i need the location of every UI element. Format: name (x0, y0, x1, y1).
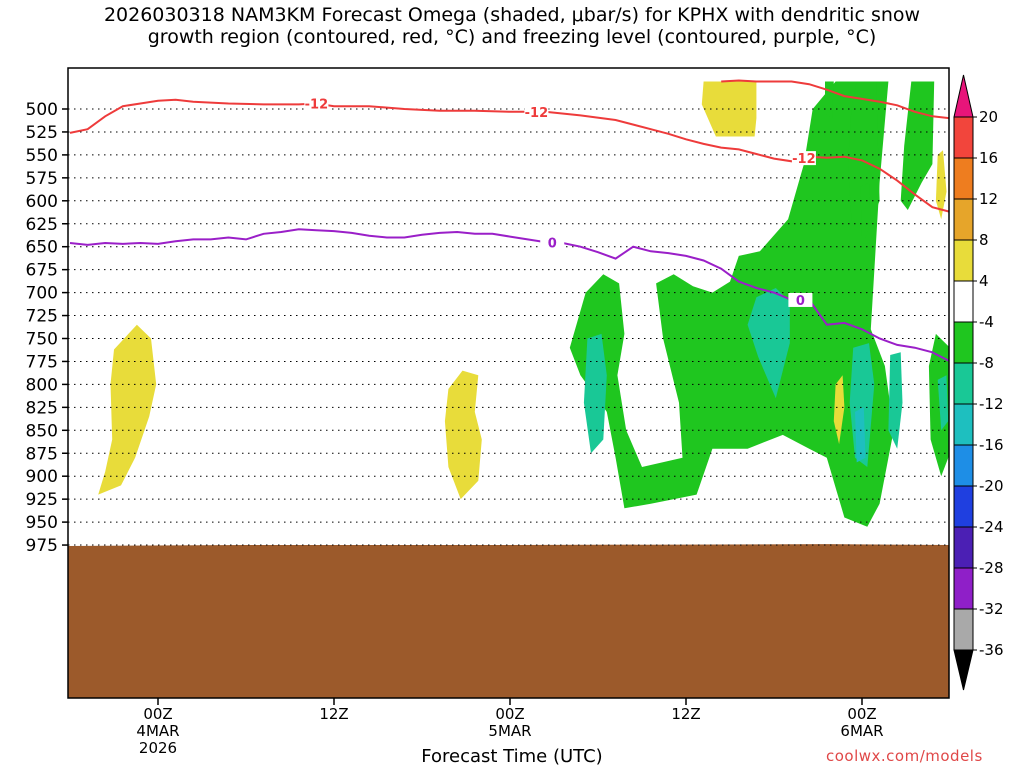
y-tick-label-875: 875 (26, 444, 58, 464)
y-tick-label-800: 800 (26, 375, 58, 395)
x-axis-label: Forecast Time (UTC) (421, 746, 603, 767)
dgz-contour-label-0-bg (304, 96, 329, 111)
colorbar-swatch-7 (953, 403, 974, 446)
colorbar-label-13: -36 (979, 641, 1004, 659)
x-tick-label-2-0: 00Z (495, 705, 524, 723)
colorbar-swatch-10 (953, 526, 974, 569)
dgz-contour-line (69, 98, 949, 213)
credit-link[interactable]: coolwx.com/models (826, 747, 983, 765)
x-tick-label-0-1: 4MAR (136, 722, 179, 740)
omega-region-very-strong-ascent (855, 407, 866, 463)
y-tick-label-925: 925 (26, 490, 58, 510)
dgz-contour-upper-line (721, 79, 949, 120)
omega-region-ascent-column-b (847, 81, 880, 238)
y-tick-label-750: 750 (26, 330, 58, 350)
plot-border (67, 67, 950, 699)
x-tick-label-4-1: 6MAR (840, 722, 883, 740)
dgz-contour-label-1-bg (524, 104, 549, 119)
freezing-level-label-0-bg (540, 235, 565, 250)
omega-region-ascent-column-c (900, 81, 935, 210)
y-tick-label-775: 775 (26, 352, 58, 372)
x-tick-label-0-2: 2026 (139, 739, 177, 757)
colorbar-label-6: -8 (979, 354, 994, 372)
y-tick-label-550: 550 (26, 146, 58, 166)
colorbar-label-11: -28 (979, 559, 1004, 577)
colorbar-swatch-3 (953, 239, 974, 282)
x-tick-label-1-0: 12Z (319, 705, 348, 723)
freezing-level-label-1: 0 (796, 294, 805, 309)
x-tick-label-3-0: 12Z (671, 705, 700, 723)
colorbar-swatch-1 (953, 157, 974, 200)
colorbar-swatch-6 (953, 362, 974, 405)
freezing-level-label-0: 0 (548, 236, 557, 251)
y-tick-label-525: 525 (26, 123, 58, 143)
terrain-layer (68, 544, 949, 698)
y-tick-label-975: 975 (26, 536, 58, 556)
omega-region-ascent-column-e (860, 182, 871, 238)
x-tick-label-4-0: 00Z (847, 705, 876, 723)
colorbar-label-8: -16 (979, 436, 1004, 454)
colorbar-label-10: -24 (979, 518, 1004, 536)
y-tick-label-575: 575 (26, 169, 58, 189)
omega-region-strong-ascent-5 (937, 375, 949, 431)
y-tick-label-700: 700 (26, 284, 58, 304)
colorbar-swatch-11 (953, 567, 974, 610)
colorbar-label-0: 20 (979, 108, 998, 126)
colorbar-label-4: 4 (979, 272, 989, 290)
omega-region-descent-e (935, 150, 947, 220)
dgz-contour-label-2: -12 (792, 152, 816, 167)
dgz-contour-label-1: -12 (525, 106, 549, 121)
omega-region-ascent-core-a (569, 81, 894, 527)
colorbar-label-3: 8 (979, 231, 989, 249)
y-tick-label-725: 725 (26, 307, 58, 327)
colorbar-top-arrow (953, 74, 974, 118)
colorbar-swatch-0 (953, 116, 974, 159)
freezing-level-label-1-bg (788, 292, 813, 307)
colorbar-bottom-arrow (953, 649, 974, 691)
colorbar-label-7: -12 (979, 395, 1004, 413)
omega-region-strong-ascent-2 (583, 333, 607, 454)
omega-region-descent-d (833, 375, 845, 445)
plot-frame (67, 67, 950, 699)
title-line-2: growth region (contoured, red, °C) and f… (147, 26, 877, 48)
colorbar-label-2: 12 (979, 190, 998, 208)
omega-region-ascent-column-f (928, 333, 949, 477)
y-tick-label-500: 500 (26, 100, 58, 120)
y-tick-label-625: 625 (26, 215, 58, 235)
omega-shaded-regions (98, 81, 949, 527)
colorbar-label-9: -20 (979, 477, 1004, 495)
y-tick-label-600: 600 (26, 192, 58, 212)
colorbar-swatch-4 (953, 280, 974, 323)
dgz-contour-label-2-bg (791, 151, 816, 166)
omega-region-strong-ascent-4 (888, 352, 903, 449)
terrain-surface (68, 544, 949, 698)
omega-colorbar: 20 16 12 8 4 -4 -8 -12 -16 -20 -24 -28 -32 -36 (953, 74, 1004, 691)
y-tick-label-950: 950 (26, 513, 58, 533)
y-tick-label-825: 825 (26, 398, 58, 418)
dgz-contour-label-0: -12 (305, 97, 329, 112)
y-tick-label-850: 850 (26, 421, 58, 441)
colorbar-swatch-12 (953, 608, 974, 651)
colorbar-label-5: -4 (979, 313, 994, 331)
colorbar-swatch-5 (953, 321, 974, 364)
colorbar-swatch-8 (953, 444, 974, 487)
x-tick-label-0-0: 00Z (143, 705, 172, 723)
temperature-contours: -12 -12 -12 0 0 (69, 79, 949, 363)
colorbar-label-12: -32 (979, 600, 1004, 618)
colorbar-swatch-9 (953, 485, 974, 528)
omega-region-descent-b (444, 370, 482, 500)
title-line-1: 2026030318 NAM3KM Forecast Omega (shaded… (103, 4, 921, 26)
x-tick-label-2-1: 5MAR (488, 722, 531, 740)
chart-title: 2026030318 NAM3KM Forecast Omega (shaded… (0, 4, 1024, 48)
omega-region-descent-a (98, 324, 157, 495)
colorbar-swatch-2 (953, 198, 974, 241)
y-tick-label-900: 900 (26, 467, 58, 487)
colorbar-label-1: 16 (979, 149, 998, 167)
y-tick-label-675: 675 (26, 261, 58, 281)
y-tick-label-650: 650 (26, 238, 58, 258)
